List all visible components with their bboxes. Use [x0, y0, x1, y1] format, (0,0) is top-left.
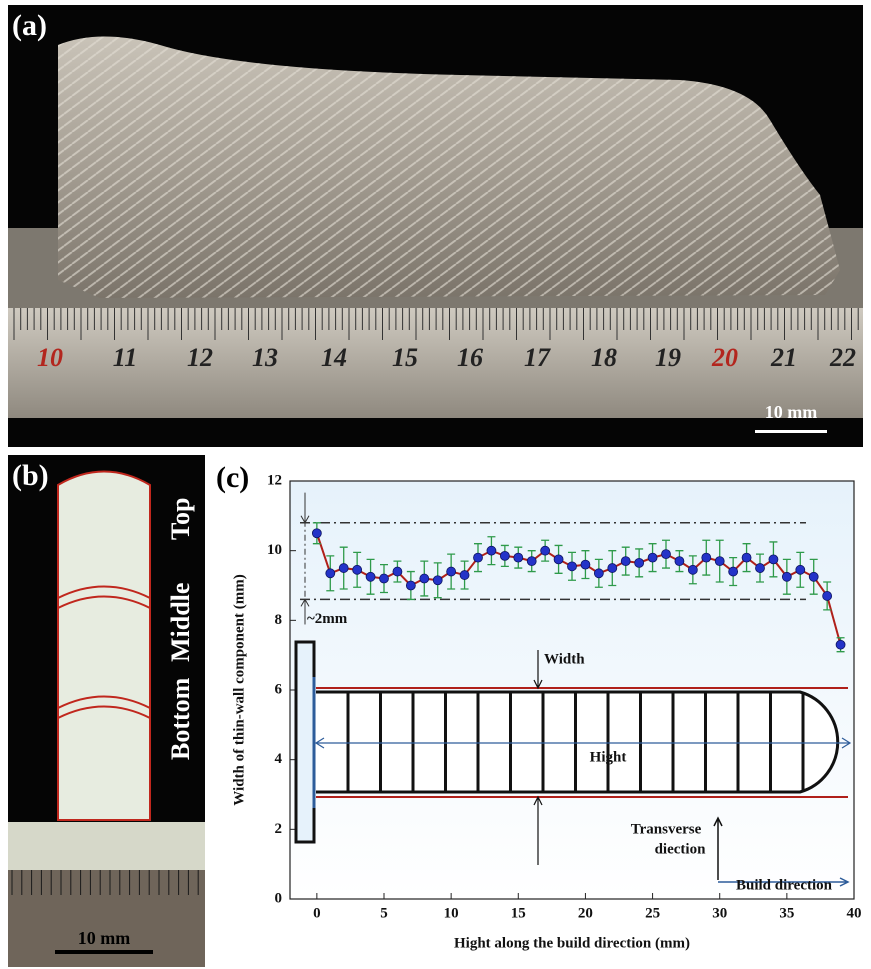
data-point	[782, 572, 791, 581]
data-point	[729, 567, 738, 576]
data-point	[420, 574, 429, 583]
ruler-number: 18	[591, 343, 617, 372]
x-tick-label: 0	[313, 905, 321, 921]
data-point	[715, 557, 724, 566]
data-point	[769, 555, 778, 564]
ruler-number: 22	[829, 343, 856, 372]
x-tick-label: 10	[444, 905, 459, 921]
build-label: Build direction	[736, 877, 833, 893]
data-point	[621, 557, 630, 566]
data-point	[487, 546, 496, 555]
ruler-number: 12	[187, 343, 213, 372]
x-tick-label: 25	[645, 905, 660, 921]
ruler-number: 15	[392, 343, 418, 372]
x-tick-label: 15	[511, 905, 526, 921]
ruler-number: 16	[457, 343, 483, 372]
cross-section	[58, 472, 150, 821]
data-point	[675, 557, 684, 566]
substrate	[8, 822, 205, 870]
y-tick-label: 10	[267, 542, 282, 558]
data-point	[474, 553, 483, 562]
scale-bar	[55, 950, 153, 954]
data-point	[527, 557, 536, 566]
ruler-number: 11	[113, 343, 138, 372]
x-tick-label: 40	[847, 905, 862, 921]
transverse-label: diection	[655, 841, 706, 857]
y-axis-title: Width of thin-wall component (mm)	[231, 574, 247, 805]
panel-label: (a)	[12, 9, 47, 42]
data-point	[406, 581, 415, 590]
y-tick-label: 6	[275, 681, 283, 697]
data-point	[756, 564, 765, 573]
figure: (a) 10 11 12 13 14 15 16 17 18 19 20 21 …	[0, 0, 871, 969]
data-point	[514, 553, 523, 562]
data-point	[581, 560, 590, 569]
x-tick-label: 20	[578, 905, 593, 921]
data-point	[648, 553, 657, 562]
panel-a: (a) 10 11 12 13 14 15 16 17 18 19 20 21 …	[8, 5, 863, 447]
region-label: Middle	[166, 583, 195, 662]
ruler-number: 17	[524, 343, 551, 372]
data-point	[635, 558, 644, 567]
panel-b: (b) Bottom Middle Top 10 mm	[8, 455, 205, 967]
data-point	[568, 562, 577, 571]
data-point	[608, 564, 617, 573]
y-tick-label: 12	[267, 472, 282, 488]
data-point	[742, 553, 751, 562]
width-label: Width	[544, 651, 585, 667]
ruler-number: 19	[655, 343, 681, 372]
base-plate	[296, 642, 314, 842]
data-point	[594, 569, 603, 578]
plot-area	[290, 481, 854, 899]
data-point	[339, 564, 348, 573]
data-point	[447, 567, 456, 576]
data-point	[393, 567, 402, 576]
data-point	[688, 565, 697, 574]
panel-label: (b)	[12, 459, 49, 492]
data-point	[433, 576, 442, 585]
data-point	[460, 571, 469, 580]
x-axis-title: Hight along the build direction (mm)	[454, 935, 690, 951]
x-tick-label: 5	[380, 905, 388, 921]
ruler-number: 20	[711, 343, 738, 372]
ruler-number: 21	[770, 343, 797, 372]
transverse-label: Transverse	[631, 821, 702, 837]
y-tick-label: 2	[275, 821, 283, 837]
gap-label: ~2mm	[307, 611, 348, 627]
x-tick-label: 35	[779, 905, 794, 921]
data-point	[809, 572, 818, 581]
y-tick-label: 0	[275, 890, 283, 906]
data-point	[662, 550, 671, 559]
data-point	[366, 572, 375, 581]
data-point	[823, 591, 832, 600]
scale-bar	[755, 430, 827, 433]
data-point	[702, 553, 711, 562]
panel-label: (c)	[216, 461, 249, 494]
scale-bar-label: 10 mm	[765, 402, 818, 422]
ruler-number: 13	[252, 343, 278, 372]
hight-label: Hight	[590, 749, 627, 765]
y-tick-label: 4	[275, 751, 283, 767]
scale-bar-label: 10 mm	[78, 928, 131, 948]
data-point	[326, 569, 335, 578]
data-point	[541, 546, 550, 555]
x-tick-label: 30	[712, 905, 727, 921]
ruler-number: 14	[321, 343, 347, 372]
data-point	[554, 555, 563, 564]
data-point	[353, 565, 362, 574]
data-point	[796, 565, 805, 574]
region-label: Bottom	[166, 677, 195, 760]
y-tick-label: 8	[275, 612, 283, 628]
data-point	[380, 574, 389, 583]
panel-c: 0 2 4 6 8 10 12 0 5 10 15 20 25 30 35 40 Hight along the…	[213, 458, 866, 967]
data-point	[836, 640, 845, 649]
data-point	[312, 529, 321, 538]
ruler-number: 10	[37, 343, 63, 372]
data-point	[500, 551, 509, 560]
region-label: Top	[166, 498, 195, 540]
